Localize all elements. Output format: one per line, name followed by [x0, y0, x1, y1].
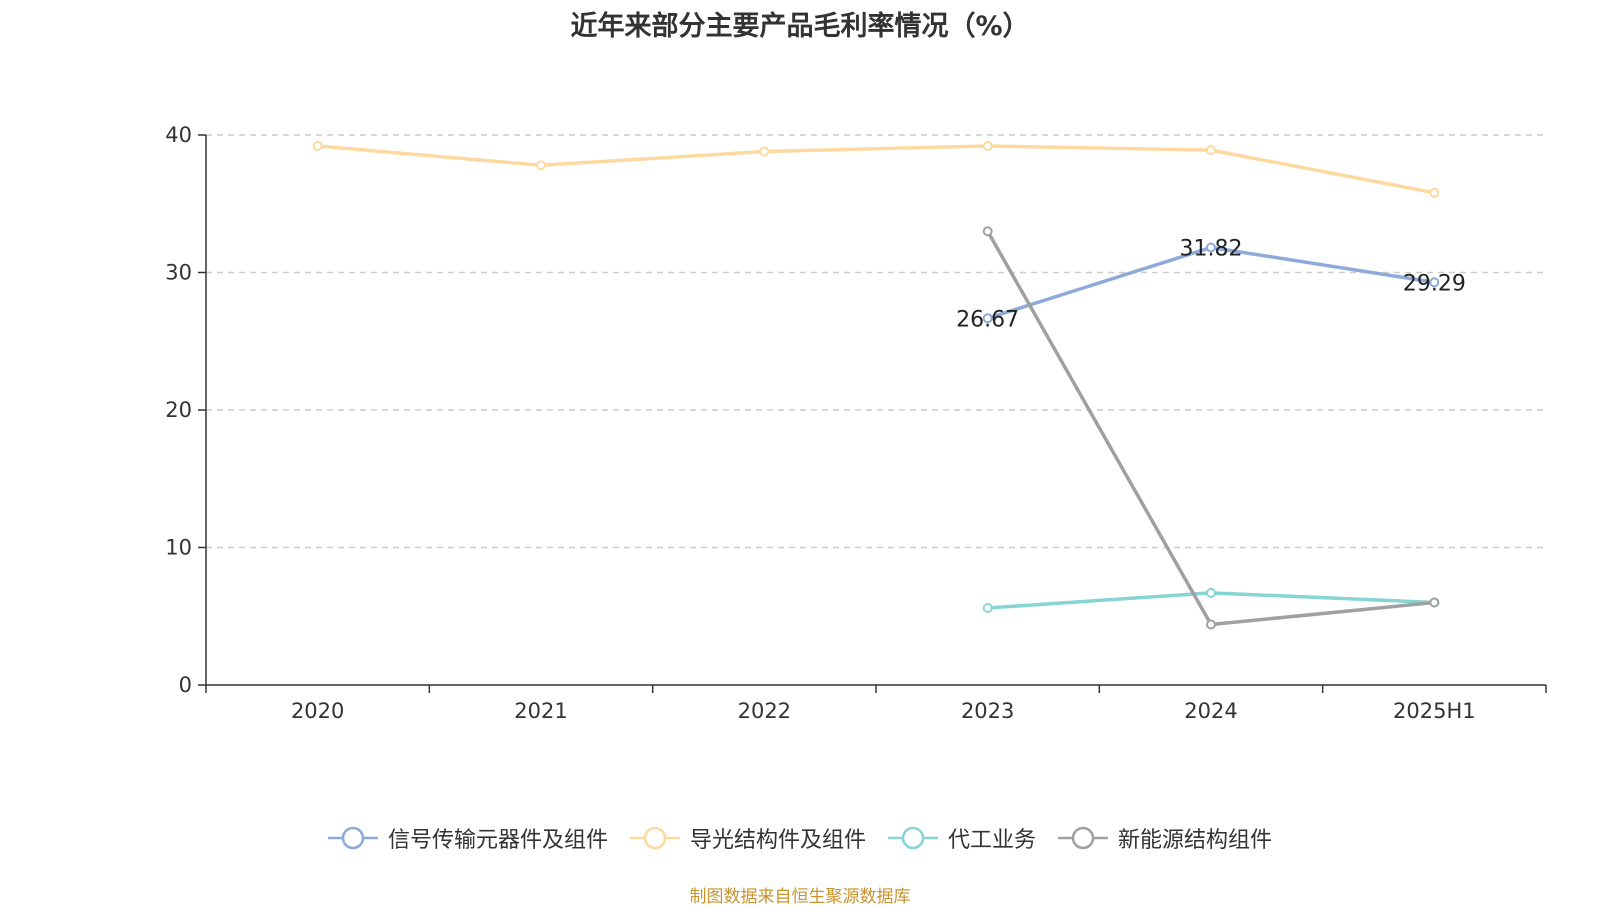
legend-label: 导光结构件及组件: [689, 828, 866, 853]
data-point: [1429, 277, 1440, 288]
axes: 0 10 20 30 40 2020 2021 2022 2023 2024 2025H1: [165, 123, 1547, 723]
legend-marker-icon: [888, 826, 938, 850]
data-label: 26.67: [956, 307, 1019, 332]
data-label: 31.82: [1180, 236, 1243, 261]
y-tick-label: 20: [165, 398, 192, 422]
legend-label: 代工业务: [948, 828, 1037, 853]
x-tick-label: 2024: [1184, 699, 1237, 723]
data-point: [1206, 587, 1216, 598]
x-tick-label: 2025H1: [1393, 699, 1476, 723]
y-tick-label: 40: [165, 123, 192, 147]
series-lines: [312, 141, 1440, 630]
data-point: [1206, 619, 1216, 630]
legend-marker-icon: [327, 826, 378, 850]
data-point: [1206, 242, 1216, 253]
legend-item[interactable]: 代工业务: [888, 822, 1036, 854]
data-point: [982, 603, 993, 613]
x-tick-label: 2023: [961, 699, 1014, 723]
data-point: [759, 146, 770, 157]
grid-lines: [206, 134, 1546, 549]
y-tick-label: 0: [179, 673, 192, 697]
data-labels: 26.67 31.82 29.29: [956, 236, 1466, 332]
legend-label: 新能源结构组件: [1118, 828, 1273, 853]
data-point: [982, 141, 993, 151]
data-point: [312, 141, 323, 151]
data-point: [536, 160, 546, 171]
data-point: [982, 226, 993, 237]
legend-item[interactable]: 信号传输元器件及组件: [327, 822, 608, 854]
y-tick-label: 30: [165, 261, 192, 285]
data-point: [1429, 597, 1440, 608]
x-tick-label: 2021: [514, 699, 567, 723]
y-tick-label: 10: [165, 536, 192, 560]
data-label: 29.29: [1403, 271, 1466, 296]
data-point: [982, 313, 993, 324]
data-point: [1429, 187, 1440, 198]
series-line: [317, 144, 1435, 195]
legend: 信号传输元器件及组件 导光结构件及组件 代工业务 新能源结构组件: [0, 822, 1600, 854]
series-line: [986, 230, 1435, 627]
legend-item[interactable]: 导光结构件及组件: [629, 822, 866, 854]
chart-title: 近年来部分主要产品毛利率情况（%）: [570, 11, 1030, 42]
legend-item[interactable]: 新能源结构组件: [1058, 822, 1272, 854]
x-tick-label: 2022: [738, 699, 791, 723]
legend-marker-icon: [1058, 826, 1109, 850]
legend-label: 信号传输元器件及组件: [387, 828, 608, 853]
data-point: [1206, 145, 1216, 156]
source-note: 制图数据来自恒生聚源数据库: [689, 887, 911, 907]
legend-marker-icon: [629, 826, 680, 850]
x-tick-label: 2020: [291, 699, 344, 723]
